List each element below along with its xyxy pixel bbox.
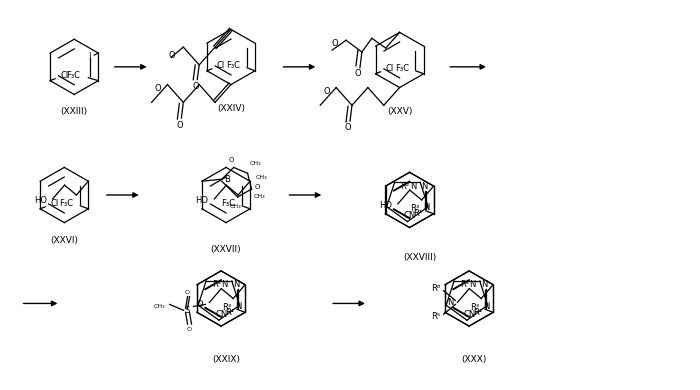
Text: R¹: R¹ xyxy=(225,308,234,317)
Text: O: O xyxy=(185,290,190,295)
Text: (XXIX): (XXIX) xyxy=(212,355,240,364)
Text: O: O xyxy=(169,51,176,60)
Text: R³: R³ xyxy=(470,303,480,312)
Text: CN: CN xyxy=(215,310,228,319)
Text: R⁶: R⁶ xyxy=(431,284,440,293)
Text: CN: CN xyxy=(463,310,475,319)
Text: O: O xyxy=(229,156,234,163)
Text: O: O xyxy=(187,326,192,332)
Text: (XXV): (XXV) xyxy=(387,107,412,116)
Text: N: N xyxy=(221,280,228,289)
Text: CH₃: CH₃ xyxy=(250,161,261,166)
Text: N: N xyxy=(481,280,487,289)
Text: R²: R² xyxy=(212,280,221,289)
Text: (XXVI): (XXVI) xyxy=(50,236,78,245)
Text: N: N xyxy=(410,182,416,191)
Text: CN: CN xyxy=(403,211,416,220)
Text: N: N xyxy=(424,203,430,212)
Text: (XXIII): (XXIII) xyxy=(61,107,88,116)
Text: HO: HO xyxy=(34,197,47,206)
Text: R³: R³ xyxy=(410,204,420,213)
Text: N: N xyxy=(233,280,239,289)
Text: N: N xyxy=(470,280,476,289)
Text: CH₃: CH₃ xyxy=(230,204,242,209)
Text: O: O xyxy=(332,39,338,48)
Text: I: I xyxy=(88,51,90,60)
Text: CH₃: CH₃ xyxy=(253,195,265,199)
Text: O: O xyxy=(255,184,260,190)
Text: F₃C: F₃C xyxy=(60,199,74,208)
Text: R¹: R¹ xyxy=(473,308,482,317)
Text: O: O xyxy=(193,82,199,91)
Text: N: N xyxy=(421,182,428,191)
Text: (XXVII): (XXVII) xyxy=(211,245,241,254)
Text: N: N xyxy=(447,298,454,307)
Text: CH₃: CH₃ xyxy=(154,304,166,309)
Text: S: S xyxy=(185,306,190,315)
Text: F₃C: F₃C xyxy=(66,71,80,80)
Text: O: O xyxy=(355,69,361,78)
Text: HO: HO xyxy=(379,201,392,210)
Text: (XXIV): (XXIV) xyxy=(217,104,245,113)
Text: F₃C: F₃C xyxy=(226,61,240,70)
Text: O: O xyxy=(197,300,204,309)
Text: F₃C: F₃C xyxy=(221,199,235,208)
Text: Cl: Cl xyxy=(50,199,58,208)
Text: (XXX): (XXX) xyxy=(461,355,486,364)
Text: Cl: Cl xyxy=(386,64,393,73)
Text: O: O xyxy=(323,87,330,96)
Text: O: O xyxy=(155,84,162,93)
Text: N: N xyxy=(483,302,489,311)
Text: HO: HO xyxy=(195,197,209,206)
Text: R⁵: R⁵ xyxy=(431,312,440,321)
Text: B: B xyxy=(224,175,230,184)
Text: R²: R² xyxy=(400,182,410,191)
Text: F₃C: F₃C xyxy=(395,64,409,73)
Text: R³: R³ xyxy=(222,303,231,312)
Text: R¹: R¹ xyxy=(414,209,423,218)
Text: (XXVIII): (XXVIII) xyxy=(402,253,436,262)
Text: O: O xyxy=(176,121,183,129)
Text: N: N xyxy=(235,302,241,311)
Text: Cl: Cl xyxy=(60,71,69,80)
Text: R²: R² xyxy=(460,280,469,289)
Text: O: O xyxy=(344,124,351,133)
Text: Cl: Cl xyxy=(217,61,225,70)
Text: CH₃: CH₃ xyxy=(256,175,267,180)
